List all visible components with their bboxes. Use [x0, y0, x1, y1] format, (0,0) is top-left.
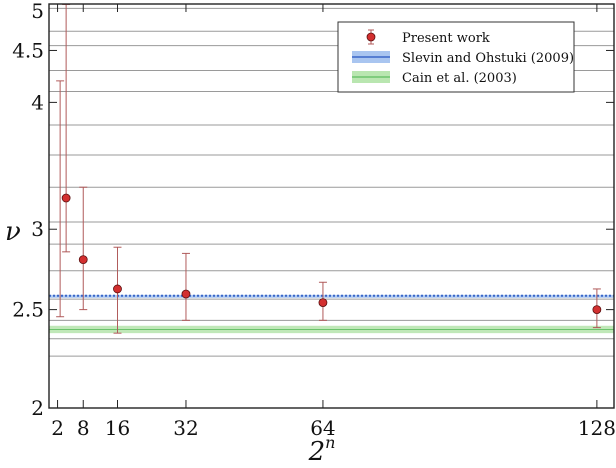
y-tick-label: 2 [31, 396, 44, 420]
x-tick-label: 2 [51, 416, 64, 440]
y-tick-label: 3 [31, 217, 44, 241]
legend-label: Slevin and Ohstuki (2009) [402, 51, 574, 66]
x-tick-label: 128 [578, 416, 616, 440]
plot-frame [48, 3, 615, 409]
data-point [113, 284, 122, 294]
y-tick-label: 4 [31, 90, 44, 114]
x-axis-label: 2n [308, 433, 336, 467]
y-tick-label: 2.5 [12, 298, 44, 322]
x-tick-label: 8 [77, 416, 90, 440]
x-tick-label: 64 [310, 416, 335, 440]
legend-label: Present work [402, 31, 490, 46]
data-point [61, 193, 71, 203]
y-tick-label: 4.5 [12, 38, 44, 62]
legend-marker [366, 32, 376, 42]
x-axis-label-exponent: n [325, 433, 335, 452]
y-tick-label: 5 [31, 0, 44, 23]
data-point [318, 298, 328, 308]
y-axis-label: ν [5, 217, 21, 247]
legend: Present work Slevin and Ohstuki (2009) Cai… [337, 21, 575, 93]
data-point [181, 289, 191, 299]
data-point [78, 255, 88, 265]
reference-band [49, 294, 614, 298]
reference-bands [49, 294, 614, 334]
x-tick-label: 16 [105, 416, 130, 440]
legend-label: Cain et al. (2003) [402, 71, 517, 86]
x-tick-label: 32 [173, 416, 198, 440]
data-point [592, 305, 602, 315]
x-axis-label-base: 2 [308, 437, 326, 467]
data-series [56, 3, 602, 334]
